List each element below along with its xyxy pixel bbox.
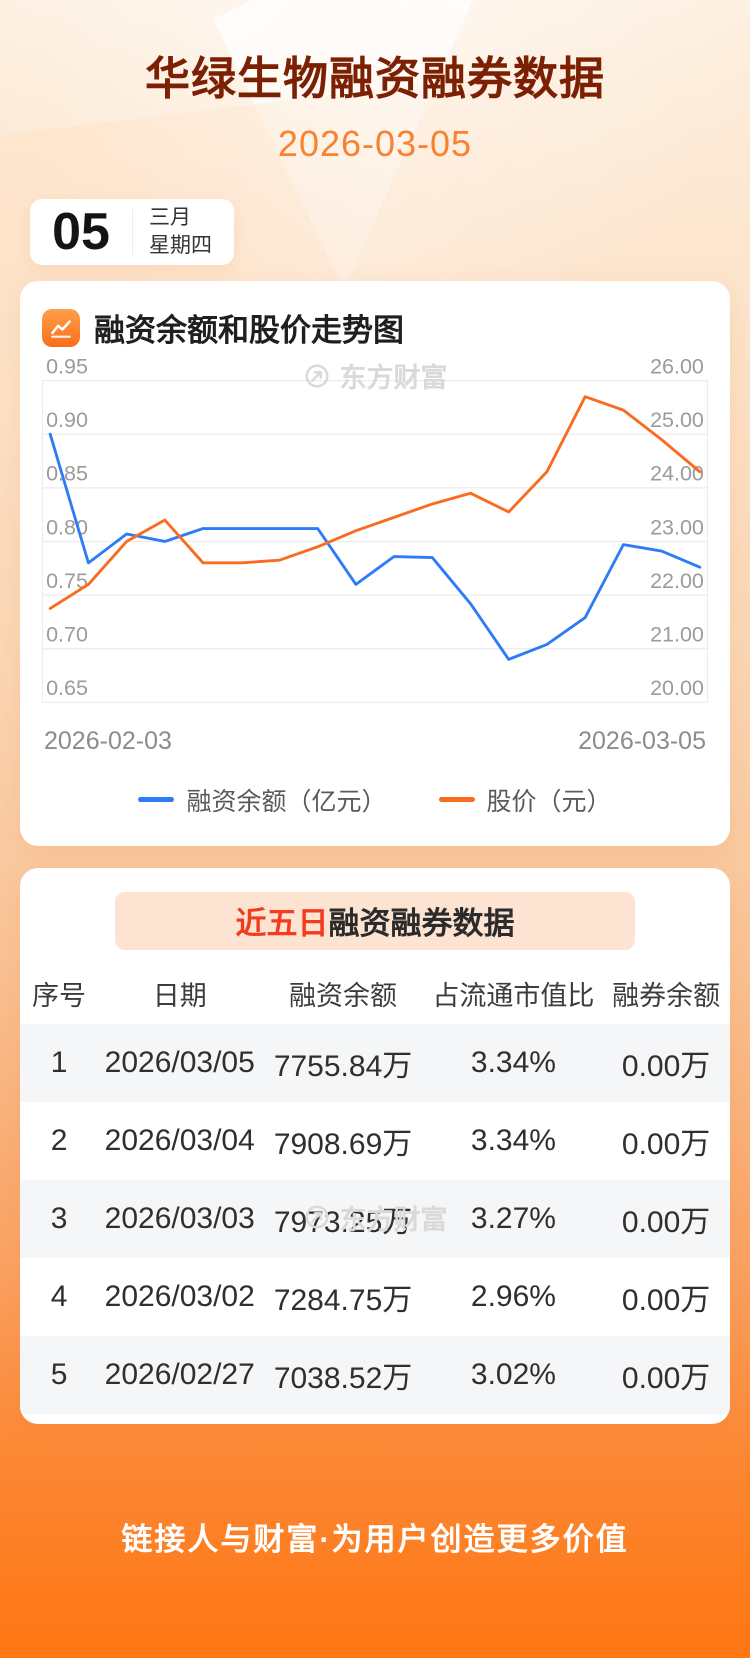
legend-swatch-blue	[138, 797, 175, 803]
cell-date: 2026/03/04	[104, 1123, 255, 1157]
table-row: 2 2026/03/04 7908.69万 3.34% 0.00万	[20, 1102, 730, 1180]
cell-margin-balance: 7755.84万	[273, 1049, 413, 1083]
table-card: 近五日 融资融券数据 东方财富 序号 日期 融资余额 占流通市值比 融券余额	[20, 867, 730, 1424]
svg-text:20.00: 20.00	[650, 676, 704, 700]
legend-item-margin-balance: 融资余额（亿元）	[138, 782, 387, 818]
footer-slogan: 链接人与财富·为用户创造更多价值	[121, 1522, 629, 1557]
cell-index: 1	[50, 1045, 68, 1079]
cell-index: 3	[50, 1201, 68, 1235]
svg-text:0.70: 0.70	[46, 623, 88, 647]
date-badge: 05 三月 星期四	[30, 199, 234, 265]
cell-short-balance: 0.00万	[621, 1361, 711, 1395]
x-axis-end-label: 2026-03-05	[578, 726, 706, 755]
cell-index: 4	[50, 1279, 68, 1313]
cell-short-balance: 0.00万	[621, 1283, 711, 1317]
svg-text:24.00: 24.00	[650, 462, 704, 486]
table-title-rest: 融资融券数据	[328, 906, 515, 942]
cell-market-cap-ratio: 2.96%	[470, 1279, 556, 1313]
trend-chart-icon	[42, 308, 80, 347]
cell-margin-balance: 7908.69万	[273, 1127, 413, 1161]
cell-margin-balance: 7038.52万	[273, 1361, 413, 1395]
table-title-highlight: 近五日	[235, 906, 329, 942]
line-chart-svg: 0.95 26.000.90 25.000.85 24.000.80 23.000.75…	[42, 356, 708, 703]
cell-margin-balance: 7284.75万	[273, 1283, 413, 1317]
table-section-title: 近五日 融资融券数据	[115, 891, 635, 950]
cell-margin-balance: 7973.25万	[273, 1205, 413, 1239]
cell-index: 2	[50, 1123, 68, 1157]
cell-index: 5	[50, 1357, 68, 1391]
svg-text:25.00: 25.00	[650, 408, 704, 432]
header: 华绿生物融资融券数据 2026-03-05	[0, 0, 750, 165]
cell-date: 2026/03/02	[104, 1279, 255, 1313]
x-axis-labels: 2026-02-03 2026-03-05	[42, 727, 708, 756]
badge-divider	[132, 209, 133, 255]
chart-section-title: 融资余额和股价走势图	[94, 313, 404, 348]
chart-card-header: 融资余额和股价走势图	[42, 305, 708, 350]
badge-calendar-info: 三月 星期四	[133, 199, 234, 265]
col-header-index: 序号	[32, 981, 87, 1012]
cell-market-cap-ratio: 3.34%	[470, 1045, 556, 1079]
page-title: 华绿生物融资融券数据	[144, 53, 605, 104]
chart-area: 东方财富 0.95 26.00 0.90 25.00 0.85 24.00 0.80 23.0…	[42, 356, 708, 818]
cell-date: 2026/03/05	[104, 1045, 255, 1079]
col-header-margin-balance: 融资余额	[289, 981, 398, 1012]
cell-short-balance: 0.00万	[621, 1205, 711, 1239]
legend-item-stock-price: 股价（元）	[438, 782, 612, 818]
badge-month: 三月	[149, 205, 191, 229]
margin-data-table: 序号 日期 融资余额 占流通市值比 融券余额 1 2026/03/05 7755…	[20, 964, 730, 1414]
svg-text:21.00: 21.00	[650, 623, 704, 647]
legend-label-stock-price: 股价（元）	[486, 787, 612, 816]
svg-text:0.65: 0.65	[46, 676, 88, 700]
cell-market-cap-ratio: 3.02%	[470, 1357, 556, 1391]
chart-legend: 融资余额（亿元） 股价（元）	[42, 782, 708, 818]
col-header-market-cap-ratio: 占流通市值比	[432, 981, 595, 1012]
badge-day: 05	[52, 203, 110, 261]
x-axis-start-label: 2026-02-03	[44, 726, 172, 755]
table-row: 1 2026/03/05 7755.84万 3.34% 0.00万	[20, 1023, 730, 1102]
badge-weekday: 星期四	[149, 234, 212, 257]
legend-swatch-orange	[438, 797, 475, 803]
svg-text:22.00: 22.00	[650, 569, 704, 593]
cell-date: 2026/03/03	[104, 1201, 255, 1235]
footer: 链接人与财富·为用户创造更多价值	[0, 1480, 750, 1658]
svg-text:0.85: 0.85	[46, 462, 88, 486]
svg-text:0.95: 0.95	[46, 356, 88, 378]
col-header-short-balance: 融券余额	[612, 981, 721, 1012]
table-row: 5 2026/02/27 7038.52万 3.02% 0.00万	[20, 1335, 730, 1414]
svg-text:0.90: 0.90	[46, 408, 88, 432]
cell-short-balance: 0.00万	[621, 1127, 711, 1161]
cell-short-balance: 0.00万	[621, 1049, 711, 1083]
cell-market-cap-ratio: 3.34%	[470, 1123, 556, 1157]
col-header-date: 日期	[152, 981, 207, 1012]
chart-card: 融资余额和股价走势图 东方财富 0.95 26.00 0.90 25.00 0.85 24…	[20, 281, 730, 846]
table-row: 3 2026/03/03 7973.25万 3.27% 0.00万	[20, 1179, 730, 1258]
cell-market-cap-ratio: 3.27%	[470, 1201, 556, 1235]
table-row: 4 2026/03/02 7284.75万 2.96% 0.00万	[20, 1258, 730, 1336]
svg-text:26.00: 26.00	[650, 356, 704, 378]
cell-date: 2026/02/27	[104, 1357, 255, 1391]
legend-label-margin-balance: 融资余额（亿元）	[186, 787, 387, 816]
table-header-row: 序号 日期 融资余额 占流通市值比 融券余额	[20, 964, 730, 1024]
svg-text:23.00: 23.00	[650, 515, 704, 539]
header-date: 2026-03-05	[277, 123, 473, 164]
